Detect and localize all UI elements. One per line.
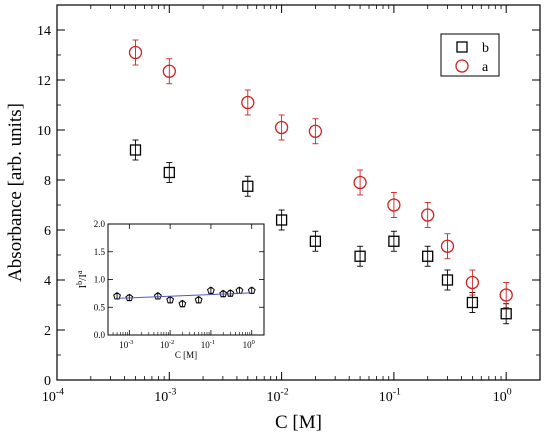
legend: ba xyxy=(440,33,500,77)
series-a xyxy=(128,39,513,308)
data-point xyxy=(128,45,143,60)
data-point xyxy=(499,288,513,302)
error-bar xyxy=(390,230,397,252)
error-bar xyxy=(166,58,173,85)
inset-fit-line xyxy=(117,292,252,299)
inset-x-tick-label: 100 xyxy=(243,339,255,350)
legend-marker xyxy=(456,41,468,53)
data-point xyxy=(242,180,254,192)
data-point xyxy=(440,239,455,253)
inset-data-point xyxy=(226,289,235,297)
error-bar xyxy=(424,202,431,228)
data-point xyxy=(241,95,255,110)
y-tick-label: 14 xyxy=(37,24,51,39)
y-tick-label: 6 xyxy=(44,224,51,239)
y-tick-label: 12 xyxy=(37,74,51,89)
error-bar xyxy=(424,245,431,267)
inset-y-tick-label: 2.0 xyxy=(94,219,106,229)
data-point xyxy=(441,274,454,286)
inset-background xyxy=(78,213,270,361)
legend-marker xyxy=(455,59,469,73)
x-tick-label: 10-2 xyxy=(267,387,289,405)
error-bar xyxy=(357,245,364,267)
inset-y-tick-label: 0.0 xyxy=(94,330,106,340)
x-tick-label: 100 xyxy=(493,387,512,405)
inset-y-axis-label: Ib/Ia xyxy=(75,270,89,288)
inset-data-point xyxy=(194,295,203,304)
error-bar xyxy=(444,269,451,291)
data-point xyxy=(466,296,479,309)
inset-data-point xyxy=(125,293,134,302)
x-tick-label: 10-3 xyxy=(154,387,176,405)
inset-y-tick-label: 1.0 xyxy=(94,275,106,285)
y-tick-label: 4 xyxy=(44,274,51,289)
inset-x-tick-label: 10-1 xyxy=(201,339,215,350)
data-point xyxy=(388,235,400,247)
inset-data-point xyxy=(113,292,121,300)
y-tick-label: 0 xyxy=(44,374,51,389)
inset-x-axis-label: C [M] xyxy=(175,350,197,360)
data-point xyxy=(129,144,142,156)
data-point xyxy=(309,235,322,247)
error-bar xyxy=(132,39,139,66)
data-point xyxy=(465,275,480,290)
error-bar xyxy=(312,230,319,252)
x-tick-label: 10-1 xyxy=(379,387,401,405)
data-point xyxy=(500,308,512,320)
inset-x-tick-label: 10-2 xyxy=(160,339,174,350)
data-point xyxy=(274,120,289,135)
error-bar xyxy=(244,89,251,116)
data-point xyxy=(422,250,434,262)
inset-y-tick-label: 0.5 xyxy=(94,302,106,312)
error-bar xyxy=(357,169,364,196)
y-tick-label: 10 xyxy=(37,124,51,139)
data-point xyxy=(162,64,176,78)
legend-label: b xyxy=(482,41,489,56)
error-bar xyxy=(132,139,139,161)
inset-data-point xyxy=(153,292,162,300)
error-bar xyxy=(390,192,397,218)
legend-label: a xyxy=(482,60,489,75)
x-tick-label: 10-4 xyxy=(42,387,64,405)
data-point xyxy=(275,214,288,226)
inset-y-tick-label: 1.5 xyxy=(94,247,106,257)
data-point xyxy=(387,198,401,212)
main-plot: 10-4 10-3 10-2 10-1 100 0 2 4 6 8 10 12 14 C [M] Absor… xyxy=(5,4,541,433)
error-bar xyxy=(244,175,251,197)
y-axis-label: Absorbance [arb. units] xyxy=(5,103,26,282)
error-bar xyxy=(278,114,285,141)
error-bar xyxy=(312,118,319,145)
inset-data-point xyxy=(207,286,215,294)
y-tick-label: 2 xyxy=(44,324,51,339)
error-bar xyxy=(503,282,510,308)
inset-x-tick-label: 10-3 xyxy=(119,339,133,350)
error-bar xyxy=(469,269,476,296)
error-bar xyxy=(278,209,285,231)
data-point xyxy=(163,166,175,179)
main-plot-frame xyxy=(56,4,541,381)
inset-ratio-series xyxy=(113,286,256,308)
legend-box xyxy=(440,33,500,77)
inset-data-point xyxy=(247,286,256,294)
error-bar xyxy=(469,292,476,313)
data-point xyxy=(308,124,323,138)
data-point xyxy=(353,175,367,190)
data-point xyxy=(421,208,435,222)
data-point xyxy=(354,250,366,262)
error-bar xyxy=(444,233,451,260)
error-bar xyxy=(166,162,173,183)
inset-data-point xyxy=(178,299,187,308)
inset-data-point xyxy=(166,295,175,304)
x-axis-label: C [M] xyxy=(275,412,322,433)
inset-data-point xyxy=(219,289,228,298)
inset-plot: 10-3 10-2 10-1 100 0.0 0.5 1.0 1.5 2.0 C [M] Ib/Ia xyxy=(75,213,270,361)
y-tick-label: 8 xyxy=(44,174,51,189)
